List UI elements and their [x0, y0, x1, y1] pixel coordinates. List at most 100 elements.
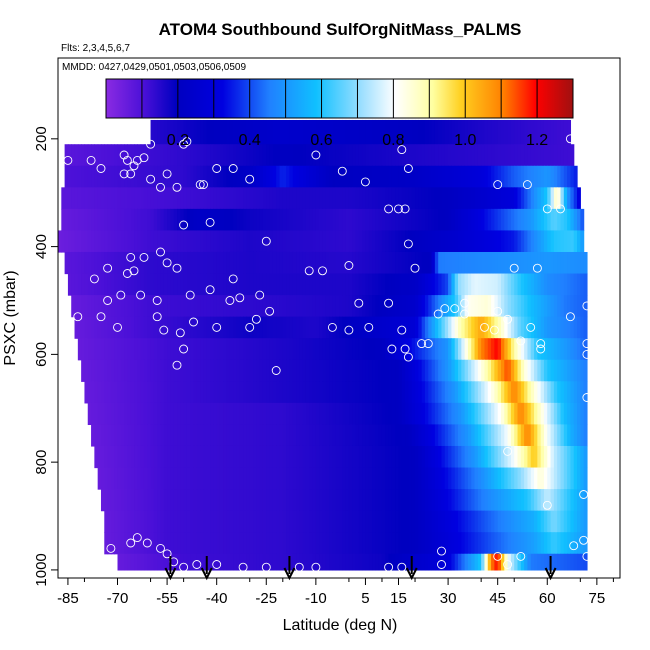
heatmap-cell [471, 316, 476, 339]
heatmap-cell [573, 467, 578, 490]
heatmap-cell [299, 230, 304, 253]
heatmap-cell [206, 338, 211, 361]
heatmap-cell [206, 359, 211, 382]
heatmap-cell [547, 251, 552, 275]
heatmap-cell [507, 359, 512, 382]
heatmap-cell [177, 553, 181, 571]
heatmap-cell [411, 316, 416, 339]
heatmap-cell [137, 553, 142, 571]
heatmap-cell [560, 489, 565, 512]
sample-point [493, 180, 503, 190]
heatmap-cell [421, 187, 426, 210]
heatmap-cell [510, 467, 515, 490]
heatmap-cell [428, 445, 433, 469]
heatmap-cell [464, 489, 469, 512]
sample-point [579, 535, 589, 545]
heatmap-cell [358, 445, 363, 469]
heatmap-cell [438, 338, 443, 361]
heatmap-cell [451, 144, 456, 167]
heatmap-cell [292, 553, 297, 571]
heatmap-cell [487, 489, 492, 512]
heatmap-cell [368, 251, 373, 275]
heatmap-cell [408, 165, 413, 188]
heatmap-cell [302, 359, 307, 382]
heatmap-cell [94, 316, 99, 339]
heatmap-cell [395, 445, 400, 469]
heatmap-cell [91, 381, 95, 404]
heatmap-cell [84, 251, 89, 275]
heatmap-cell [196, 230, 201, 253]
heatmap-cell [583, 381, 588, 404]
heatmap-cell [319, 251, 324, 275]
heatmap-cell [345, 316, 350, 339]
heatmap-cell [368, 359, 373, 382]
colorbar-tick-label: 1.2 [526, 132, 548, 149]
colorbar-tick-label: 0.4 [239, 132, 261, 149]
x-axis-label: Latitude (deg N) [283, 617, 398, 634]
heatmap-cell [137, 445, 142, 469]
sample-point [122, 269, 132, 278]
heatmap-cell [411, 295, 416, 318]
heatmap-cell [534, 208, 538, 232]
heatmap-cell [226, 251, 231, 275]
heatmap-cell [365, 187, 370, 210]
sample-point [337, 166, 347, 176]
heatmap-cell [487, 532, 492, 555]
heatmap-cell [583, 251, 588, 275]
heatmap-cell [61, 187, 66, 210]
heatmap-cell [117, 273, 122, 296]
heatmap-cell [358, 144, 363, 167]
heatmap-cell [458, 295, 462, 318]
heatmap-cell [229, 165, 234, 188]
heatmap-cell [464, 187, 469, 210]
heatmap-cell [173, 445, 178, 469]
heatmap-cell [342, 144, 347, 167]
heatmap-cell [362, 402, 367, 426]
heatmap-cell [77, 295, 82, 318]
heatmap-cell [269, 208, 274, 232]
heatmap-cell [577, 208, 581, 232]
heatmap-cell [514, 359, 519, 382]
heatmap-cell [491, 359, 495, 382]
heatmap-cell [339, 338, 343, 361]
heatmap-cell [107, 316, 112, 339]
sample-point [397, 562, 407, 572]
heatmap-cell [124, 467, 129, 490]
heatmap-cell [391, 208, 396, 232]
heatmap-cell [289, 532, 294, 555]
heatmap-cell [577, 359, 581, 382]
heatmap-cell [305, 187, 310, 210]
heatmap-cell [94, 251, 99, 275]
heatmap-cell [401, 338, 406, 361]
heatmap-cell [157, 338, 162, 361]
heatmap-cell [358, 532, 363, 555]
heatmap-cell [421, 316, 426, 339]
heatmap-cell [322, 402, 327, 426]
heatmap-cell [229, 338, 234, 361]
heatmap-cell [388, 338, 393, 361]
heatmap-cell [567, 381, 572, 404]
heatmap-cell [325, 553, 330, 571]
heatmap-cell [190, 187, 195, 210]
heatmap-cell [239, 251, 244, 275]
heatmap-cell [467, 187, 472, 210]
heatmap-cell [325, 316, 330, 339]
heatmap-cell [322, 165, 327, 188]
heatmap-cell [408, 359, 413, 382]
heatmap-cell [266, 553, 271, 571]
heatmap-cell [160, 402, 165, 426]
heatmap-cell [352, 338, 357, 361]
heatmap-cell [583, 445, 588, 469]
heatmap-cell [269, 359, 274, 382]
heatmap-cell [262, 489, 267, 512]
heatmap-cell [520, 273, 525, 296]
heatmap-cell [329, 510, 333, 533]
heatmap-cell [140, 424, 145, 447]
heatmap-cell [431, 208, 436, 232]
heatmap-cell [262, 119, 267, 145]
heatmap-cell [497, 230, 502, 253]
heatmap-cell [77, 144, 82, 167]
heatmap-cell [471, 295, 476, 318]
heatmap-cell [451, 230, 456, 253]
heatmap-cell [153, 532, 158, 555]
